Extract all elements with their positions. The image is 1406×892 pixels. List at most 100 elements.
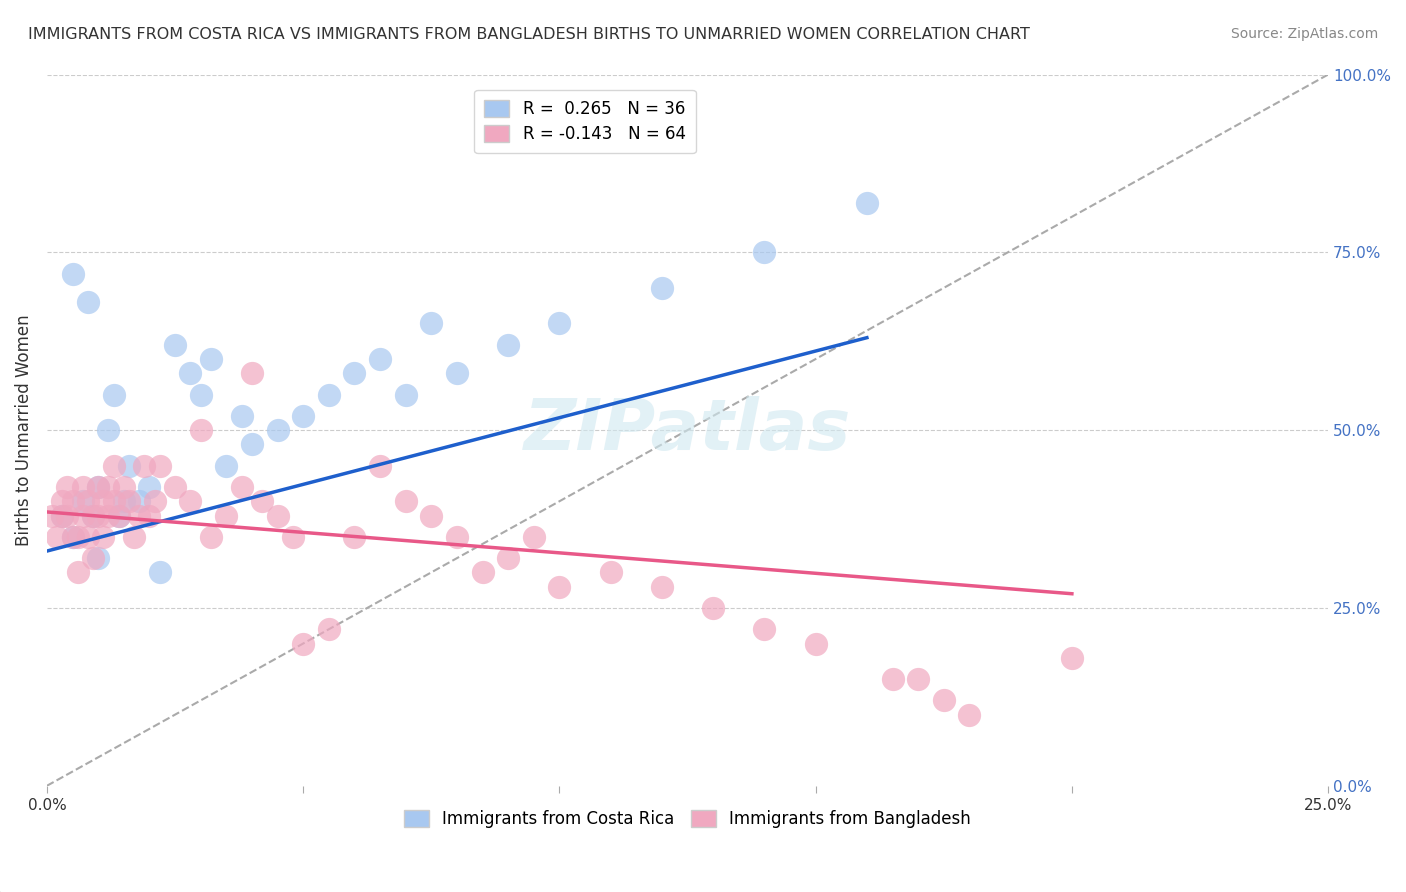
Point (82, 551, 104, 566)
Point (250, 494, 273, 508)
Point (87, 480, 110, 494)
Point (420, 317, 443, 331)
Point (292, 636, 315, 650)
Point (343, 530, 366, 544)
Point (496, 551, 519, 566)
Point (420, 508, 443, 523)
Point (118, 458, 141, 473)
Point (72, 480, 94, 494)
Point (523, 530, 546, 544)
Point (107, 508, 129, 523)
Point (266, 423, 288, 437)
Point (77, 295, 100, 310)
Point (932, 693, 955, 707)
Point (179, 494, 201, 508)
Point (51, 508, 73, 523)
Point (548, 580, 571, 594)
Point (87, 508, 110, 523)
Point (128, 494, 150, 508)
Point (82, 508, 104, 523)
Point (163, 480, 186, 494)
Point (87, 480, 110, 494)
Point (599, 566, 621, 580)
Point (368, 351, 391, 366)
Point (134, 458, 156, 473)
Point (103, 494, 125, 508)
Point (651, 281, 673, 295)
Legend: Immigrants from Costa Rica, Immigrants from Bangladesh: Immigrants from Costa Rica, Immigrants f… (396, 803, 977, 834)
Point (91, 530, 114, 544)
Point (200, 351, 222, 366)
Point (804, 636, 827, 650)
Point (149, 566, 172, 580)
Point (496, 338, 519, 352)
Point (446, 366, 468, 380)
Point (103, 458, 125, 473)
Point (266, 508, 288, 523)
Text: Source: ZipAtlas.com: Source: ZipAtlas.com (1230, 27, 1378, 41)
Point (87, 551, 110, 566)
Point (318, 387, 340, 401)
Point (1060, 650, 1083, 665)
Text: IMMIGRANTS FROM COSTA RICA VS IMMIGRANTS FROM BANGLADESH BIRTHS TO UNMARRIED WOM: IMMIGRANTS FROM COSTA RICA VS IMMIGRANTS… (28, 27, 1031, 42)
Point (66, 530, 89, 544)
Point (343, 366, 366, 380)
Point (97, 423, 120, 437)
Point (702, 601, 724, 615)
Y-axis label: Births to Unmarried Women: Births to Unmarried Women (15, 314, 32, 546)
Point (143, 494, 166, 508)
Point (471, 566, 494, 580)
Point (179, 366, 201, 380)
Point (138, 480, 160, 494)
Point (240, 366, 263, 380)
Point (856, 195, 879, 210)
Point (122, 530, 145, 544)
Point (77, 530, 100, 544)
Point (51, 508, 73, 523)
Point (112, 494, 135, 508)
Point (292, 409, 315, 423)
Point (163, 338, 186, 352)
Point (46, 530, 69, 544)
Text: ZIPatlas: ZIPatlas (524, 396, 851, 465)
Point (882, 672, 904, 686)
Point (754, 623, 776, 637)
Point (368, 458, 391, 473)
Point (66, 566, 89, 580)
Point (149, 458, 172, 473)
Point (62, 267, 84, 281)
Point (51, 494, 73, 508)
Point (77, 494, 100, 508)
Point (395, 387, 418, 401)
Point (548, 317, 571, 331)
Point (118, 494, 141, 508)
Point (200, 530, 222, 544)
Point (56, 480, 79, 494)
Point (91, 494, 114, 508)
Point (107, 508, 129, 523)
Point (231, 480, 253, 494)
Point (56, 508, 79, 523)
Point (907, 672, 929, 686)
Point (395, 494, 418, 508)
Point (231, 409, 253, 423)
Point (97, 508, 120, 523)
Point (651, 580, 673, 594)
Point (62, 530, 84, 544)
Point (97, 480, 120, 494)
Point (215, 458, 238, 473)
Point (190, 423, 212, 437)
Point (72, 508, 94, 523)
Point (128, 508, 150, 523)
Point (754, 245, 776, 260)
Point (240, 437, 263, 451)
Point (138, 508, 160, 523)
Point (103, 387, 125, 401)
Point (62, 530, 84, 544)
Point (318, 623, 340, 637)
Point (215, 508, 238, 523)
Point (957, 707, 980, 722)
Point (112, 480, 135, 494)
Point (82, 508, 104, 523)
Point (281, 530, 304, 544)
